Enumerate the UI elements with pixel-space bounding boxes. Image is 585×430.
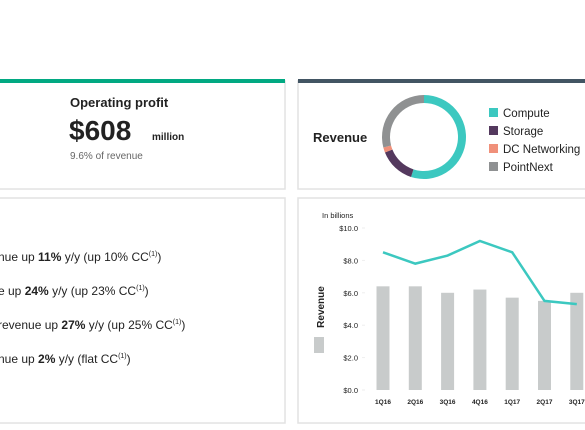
line bbox=[382, 239, 577, 306]
legend-label: Compute bbox=[503, 108, 550, 120]
footnote-ref: (1) bbox=[136, 285, 145, 292]
x-tick-label: 1Q17 bbox=[504, 399, 520, 406]
bar bbox=[538, 300, 551, 390]
donut-title: Revenue bbox=[313, 130, 367, 145]
donut-segment bbox=[383, 145, 393, 153]
y-axis-title: Revenue bbox=[316, 286, 327, 328]
bullet-highlight: 27% bbox=[61, 318, 85, 332]
bullet-text: nue up bbox=[0, 250, 38, 264]
bullet-text: ) bbox=[157, 250, 161, 264]
y-tick-label: $2.0 bbox=[343, 354, 358, 363]
bullet-line: revenue up 27% y/y (up 25% CC(1)) bbox=[0, 318, 185, 332]
x-tick-label: 4Q16 bbox=[472, 399, 488, 406]
bullet-text: e up bbox=[0, 284, 25, 298]
legend-label: Storage bbox=[503, 126, 543, 138]
bullet-text: y/y (flat CC bbox=[55, 352, 118, 366]
legend-label: DC Networking bbox=[503, 144, 580, 156]
bar bbox=[376, 286, 390, 390]
legend-swatch bbox=[489, 108, 498, 117]
bullet-highlight: 2% bbox=[38, 352, 56, 366]
panel-accent bbox=[298, 79, 585, 83]
x-tick-label: 3Q17 bbox=[569, 399, 585, 406]
bullet-text: nue up bbox=[0, 352, 38, 366]
y-tick-label: $0.0 bbox=[343, 386, 358, 395]
bar bbox=[408, 286, 422, 390]
bullet-text: ) bbox=[127, 352, 131, 366]
bar bbox=[441, 292, 455, 390]
donut-segment bbox=[381, 95, 424, 148]
legend-swatch bbox=[489, 126, 498, 135]
x-tick-label: 2Q16 bbox=[407, 399, 423, 406]
bullet-text: ) bbox=[181, 318, 185, 332]
y-tick-label: $6.0 bbox=[343, 289, 358, 298]
bullet-panel bbox=[0, 197, 286, 424]
y-tick-label: $8.0 bbox=[343, 256, 358, 265]
x-tick-label: 3Q16 bbox=[440, 399, 456, 406]
legend-swatch bbox=[489, 162, 498, 171]
bar bbox=[570, 292, 584, 390]
x-tick-label: 2Q17 bbox=[537, 399, 553, 406]
legend-label: PointNext bbox=[503, 162, 554, 174]
profit-panel bbox=[0, 80, 286, 190]
y-tick-label: $10.0 bbox=[339, 224, 358, 233]
bullet-text: y/y (up 23% CC bbox=[49, 284, 137, 298]
profit-note: 9.6% of revenue bbox=[70, 151, 143, 162]
chart-subtitle: In billions bbox=[322, 211, 354, 220]
bullet-text: y/y (up 25% CC bbox=[85, 318, 173, 332]
legend-swatch bbox=[314, 337, 324, 353]
profit-amount: $608 bbox=[69, 115, 131, 146]
bullet-text: ) bbox=[145, 284, 149, 298]
bullet-text: revenue up bbox=[0, 318, 61, 332]
bullet-line: e up 24% y/y (up 23% CC(1)) bbox=[0, 284, 149, 298]
profit-unit: million bbox=[152, 132, 184, 143]
bullet-highlight: 24% bbox=[25, 284, 49, 298]
footnote-ref: (1) bbox=[149, 251, 158, 258]
footnote-ref: (1) bbox=[173, 319, 182, 326]
y-tick-label: $4.0 bbox=[343, 321, 358, 330]
bullet-line: nue up 11% y/y (up 10% CC(1)) bbox=[0, 250, 161, 264]
bullet-highlight: 11% bbox=[38, 250, 62, 264]
profit-title: Operating profit bbox=[70, 95, 169, 110]
legend-swatch bbox=[489, 144, 498, 153]
donut-segment bbox=[384, 149, 414, 177]
x-tick-label: 1Q16 bbox=[375, 399, 391, 406]
panel-accent bbox=[0, 79, 285, 83]
bar bbox=[505, 297, 519, 390]
footnote-ref: (1) bbox=[118, 353, 127, 360]
bullet-line: nue up 2% y/y (flat CC(1)) bbox=[0, 352, 131, 366]
bar bbox=[473, 289, 487, 390]
bullet-text: y/y (up 10% CC bbox=[61, 250, 149, 264]
donut-segment bbox=[411, 95, 466, 179]
